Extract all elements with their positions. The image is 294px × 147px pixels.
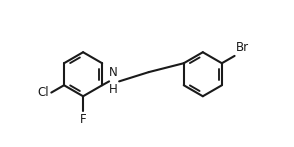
Text: F: F	[80, 113, 86, 126]
Text: N: N	[109, 66, 118, 79]
Text: H: H	[109, 83, 118, 96]
Text: Br: Br	[236, 41, 249, 54]
Text: Cl: Cl	[37, 86, 49, 99]
